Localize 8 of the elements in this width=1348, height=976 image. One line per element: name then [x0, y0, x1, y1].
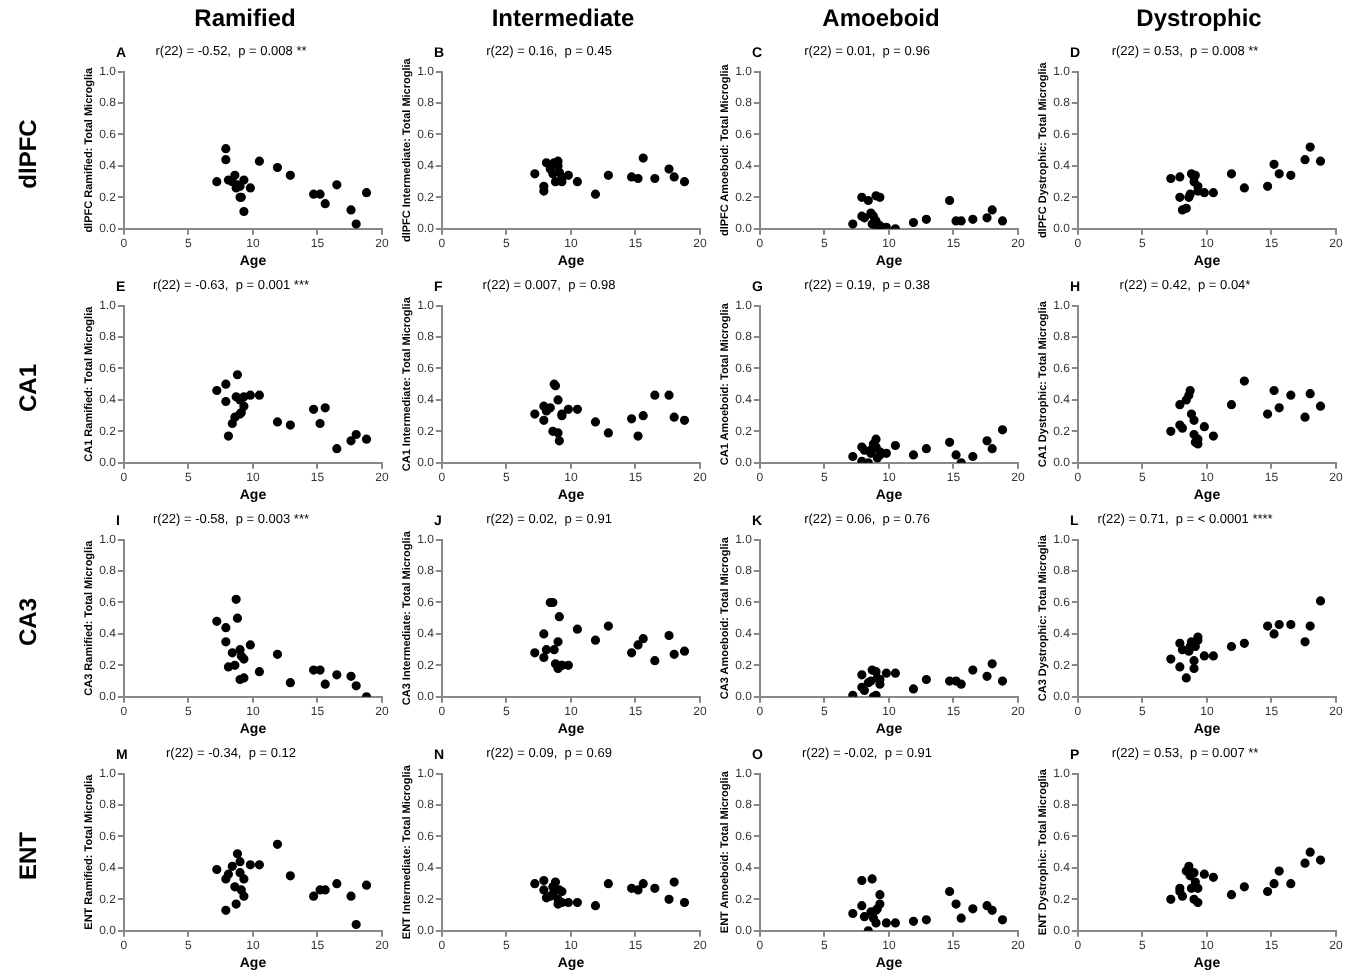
text: Dystrophic [1134, 4, 1264, 32]
text: CA1 [14, 362, 42, 412]
text: Intermediate [489, 4, 637, 32]
text: Ramified [192, 4, 298, 32]
text: ENT [14, 831, 42, 879]
text: Amoeboid [820, 4, 942, 32]
text: dlPFC [14, 118, 42, 188]
text: CA3 [14, 596, 42, 646]
